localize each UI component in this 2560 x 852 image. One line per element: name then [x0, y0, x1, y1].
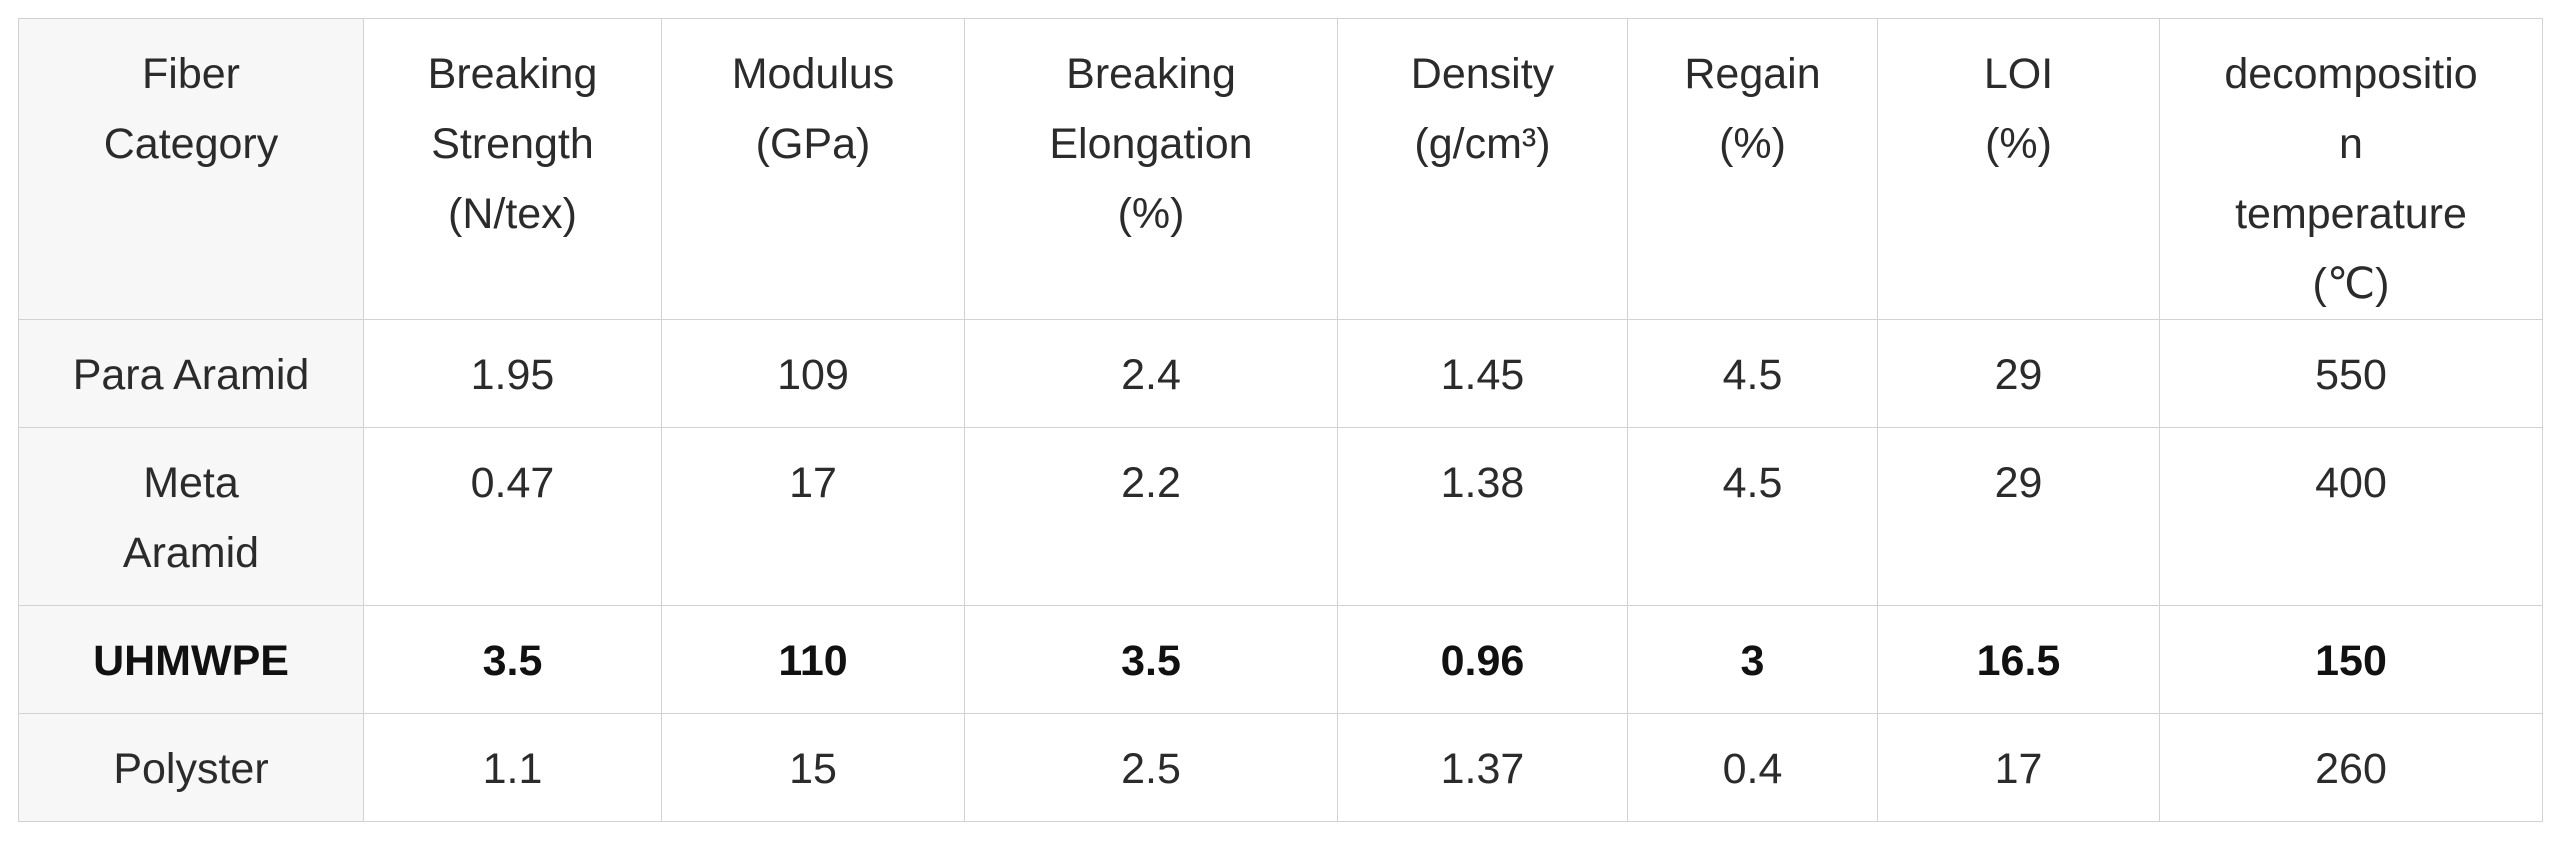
header-line: (GPa) — [755, 120, 871, 168]
header-line: (%) — [1117, 190, 1185, 238]
header-line: Breaking — [1066, 50, 1236, 98]
header-density: Density (g/cm³) — [1337, 18, 1628, 320]
table-cell: 17 — [1877, 713, 2160, 822]
header-line: Modulus — [731, 50, 895, 98]
table-cell: 2.4 — [964, 319, 1338, 428]
table-cell: 4.5 — [1627, 427, 1878, 606]
header-modulus: Modulus (GPa) — [661, 18, 965, 320]
header-line: Strength — [431, 120, 594, 168]
header-fiber-category: Fiber Category — [18, 18, 364, 320]
table-cell: Para Aramid — [18, 319, 364, 428]
table-row-para-aramid: Para Aramid 1.95 109 2.4 1.45 4.5 29 550 — [18, 319, 2543, 428]
table-header-row: Fiber Category Breaking Strength (N/tex)… — [18, 18, 2543, 320]
header-regain: Regain (%) — [1627, 18, 1878, 320]
header-line: (%) — [1985, 120, 2052, 168]
header-line: Breaking — [427, 50, 598, 98]
header-line: Regain — [1684, 50, 1821, 98]
table-cell: 400 — [2159, 427, 2543, 606]
table-cell: 109 — [661, 319, 965, 428]
table-cell: 16.5 — [1877, 605, 2160, 714]
header-line: (g/cm³) — [1414, 120, 1551, 168]
table-cell: 0.4 — [1627, 713, 1878, 822]
header-decomposition-temperature: decompositio n temperature (℃) — [2159, 18, 2543, 320]
header-line: Category — [103, 120, 279, 168]
header-line: Fiber — [142, 50, 240, 98]
table-cell: UHMWPE — [18, 605, 364, 714]
table-cell: 260 — [2159, 713, 2543, 822]
table-cell: 1.1 — [363, 713, 662, 822]
table-cell: 0.47 — [363, 427, 662, 606]
header-line: temperature — [2235, 190, 2467, 238]
table-cell: Polyster — [18, 713, 364, 822]
table-cell: 17 — [661, 427, 965, 606]
table-cell: 15 — [661, 713, 965, 822]
table-cell: 0.96 — [1337, 605, 1628, 714]
header-loi: LOI (%) — [1877, 18, 2160, 320]
table-cell: 1.95 — [363, 319, 662, 428]
fiber-properties-table-container: Fiber Category Breaking Strength (N/tex)… — [18, 18, 2543, 822]
table-cell: 3.5 — [363, 605, 662, 714]
table-cell: 3 — [1627, 605, 1878, 714]
table-cell: 550 — [2159, 319, 2543, 428]
header-breaking-strength: Breaking Strength (N/tex) — [363, 18, 662, 320]
table-cell: 4.5 — [1627, 319, 1878, 428]
fiber-properties-table: Fiber Category Breaking Strength (N/tex)… — [18, 18, 2543, 822]
table-cell: 1.45 — [1337, 319, 1628, 428]
table-cell: 2.5 — [964, 713, 1338, 822]
table-cell: 29 — [1877, 319, 2160, 428]
table-row-meta-aramid: Meta Aramid 0.47 17 2.2 1.38 4.5 29 400 — [18, 427, 2543, 606]
header-line: Elongation — [1049, 120, 1253, 168]
header-line: Density — [1410, 50, 1555, 98]
header-line: (N/tex) — [448, 190, 577, 238]
header-breaking-elongation: Breaking Elongation (%) — [964, 18, 1338, 320]
table-cell: 1.37 — [1337, 713, 1628, 822]
meta-aramid-label: Meta Aramid — [122, 459, 260, 577]
table-cell: 2.2 — [964, 427, 1338, 606]
header-line: decompositio — [2224, 50, 2478, 98]
table-row-polyster: Polyster 1.1 15 2.5 1.37 0.4 17 260 — [18, 713, 2543, 822]
header-line: (℃) — [2312, 260, 2390, 308]
header-line: (%) — [1719, 120, 1786, 168]
table-row-uhmwpe: UHMWPE 3.5 110 3.5 0.96 3 16.5 150 — [18, 605, 2543, 714]
table-cell: 29 — [1877, 427, 2160, 606]
header-line: n — [2339, 120, 2363, 168]
table-cell: 1.38 — [1337, 427, 1628, 606]
header-line: LOI — [1983, 50, 2054, 98]
table-cell: 150 — [2159, 605, 2543, 714]
table-cell: 110 — [661, 605, 965, 714]
table-cell: Meta Aramid — [18, 427, 364, 606]
table-cell: 3.5 — [964, 605, 1338, 714]
